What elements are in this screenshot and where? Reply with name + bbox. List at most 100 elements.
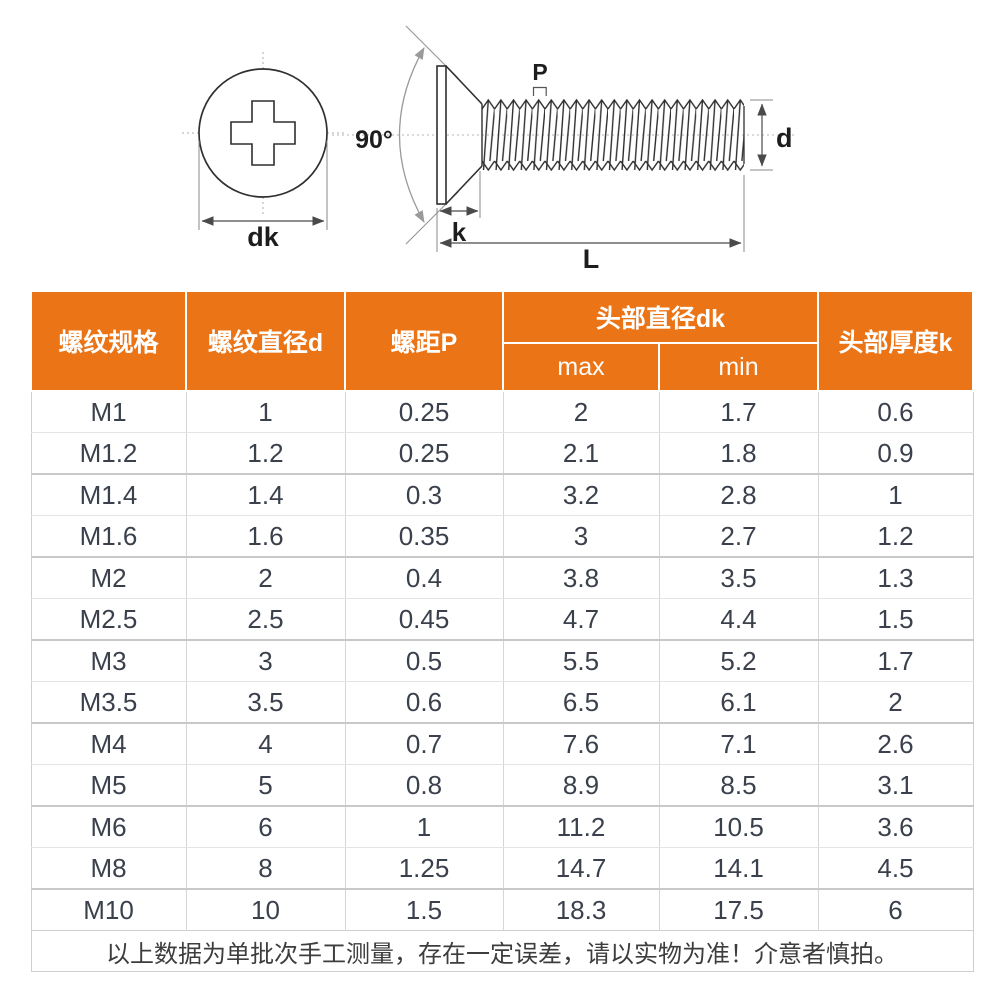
cell-min: 6.1 <box>658 681 818 724</box>
cell-spec: M5 <box>31 764 186 807</box>
table-row: M3 3 0.5 5.5 5.2 1.7 <box>31 640 973 682</box>
cell-max: 8.9 <box>502 764 659 807</box>
cell-d: 3 <box>185 640 345 682</box>
table-row: M10 10 1.5 18.3 17.5 6 <box>31 889 973 931</box>
cell-spec: M4 <box>31 723 186 765</box>
table-row: M4 4 0.7 7.6 7.1 2.6 <box>31 723 973 765</box>
cell-k: 1 <box>817 474 973 516</box>
head-cone-edge-bottom <box>445 165 483 205</box>
cell-d: 10 <box>185 889 345 931</box>
cell-d: 1 <box>185 391 345 433</box>
cell-min: 10.5 <box>658 806 818 848</box>
cell-k: 3.1 <box>817 764 973 807</box>
table-row: M1.6 1.6 0.35 3 2.7 1.2 <box>31 515 973 558</box>
cell-max: 3.8 <box>502 557 659 599</box>
cell-max: 18.3 <box>502 889 659 931</box>
head-outline-circle <box>198 68 328 198</box>
cell-k: 2 <box>817 681 973 724</box>
cell-min: 7.1 <box>658 723 818 765</box>
cell-k: 1.5 <box>817 598 973 641</box>
cell-spec: M2.5 <box>31 598 186 641</box>
header-thread-spec: 螺纹规格 <box>30 290 187 392</box>
cell-k: 2.6 <box>817 723 973 765</box>
table-body: M1 1 0.25 2 1.7 0.6 M1.2 1.2 0.25 2.1 1.… <box>31 391 973 931</box>
cell-p: 0.7 <box>344 723 503 765</box>
cell-d: 2 <box>185 557 345 599</box>
pitch-bracket <box>532 86 547 96</box>
cell-min: 1.7 <box>658 391 818 433</box>
cell-d: 1.4 <box>185 474 345 516</box>
cell-min: 2.8 <box>658 474 818 516</box>
angle-arc <box>398 47 425 223</box>
header-pitch: 螺距P <box>344 290 504 392</box>
cell-p: 0.25 <box>344 432 503 475</box>
screw-side-view: 90° P d k L <box>332 25 795 274</box>
l-dimension-label: L <box>583 244 600 274</box>
cell-min: 3.5 <box>658 557 818 599</box>
header-head-diameter: 头部直径dk <box>502 290 819 344</box>
cell-p: 1.25 <box>344 847 503 890</box>
header-min: min <box>658 342 819 392</box>
cell-k: 1.3 <box>817 557 973 599</box>
table-row: M3.5 3.5 0.6 6.5 6.1 2 <box>31 681 973 724</box>
table-row: M6 6 1 11.2 10.5 3.6 <box>31 806 973 848</box>
table-row: M2 2 0.4 3.8 3.5 1.3 <box>31 557 973 599</box>
cell-min: 14.1 <box>658 847 818 890</box>
pitch-label: P <box>532 59 547 85</box>
cell-spec: M2 <box>31 557 186 599</box>
cell-p: 0.25 <box>344 391 503 433</box>
table-row: M8 8 1.25 14.7 14.1 4.5 <box>31 847 973 890</box>
cell-spec: M1.6 <box>31 515 186 558</box>
screw-technical-drawing: dk 90° P d k L <box>182 25 795 274</box>
cell-d: 3.5 <box>185 681 345 724</box>
cell-k: 3.6 <box>817 806 973 848</box>
d-dimension-label: d <box>776 123 793 153</box>
phillips-cross-icon <box>230 100 296 166</box>
cell-k: 0.9 <box>817 432 973 475</box>
table-row: M1 1 0.25 2 1.7 0.6 <box>31 391 973 433</box>
header-head-thickness: 头部厚度k <box>817 290 974 392</box>
cell-p: 0.3 <box>344 474 503 516</box>
cell-spec: M1.2 <box>31 432 186 475</box>
header-thread-diameter: 螺纹直径d <box>185 290 346 392</box>
cell-min: 8.5 <box>658 764 818 807</box>
cell-max: 6.5 <box>502 681 659 724</box>
cell-max: 3 <box>502 515 659 558</box>
cell-max: 2 <box>502 391 659 433</box>
screw-head-top-view: dk <box>182 52 344 252</box>
header-max: max <box>502 342 660 392</box>
screw-spec-table: 螺纹规格 螺纹直径d 螺距P 头部直径dk 头部厚度k max min M1 1… <box>30 290 974 972</box>
cell-spec: M3 <box>31 640 186 682</box>
cell-max: 2.1 <box>502 432 659 475</box>
cell-p: 0.45 <box>344 598 503 641</box>
cell-d: 2.5 <box>185 598 345 641</box>
table-row: M2.5 2.5 0.45 4.7 4.4 1.5 <box>31 598 973 641</box>
cell-spec: M3.5 <box>31 681 186 724</box>
table-row: M1.4 1.4 0.3 3.2 2.8 1 <box>31 474 973 516</box>
cell-k: 0.6 <box>817 391 973 433</box>
head-cone-edge-top <box>445 65 483 105</box>
cell-d: 6 <box>185 806 345 848</box>
cell-d: 1.2 <box>185 432 345 475</box>
cell-spec: M10 <box>31 889 186 931</box>
table-row: M1.2 1.2 0.25 2.1 1.8 0.9 <box>31 432 973 475</box>
cell-p: 1 <box>344 806 503 848</box>
cell-max: 5.5 <box>502 640 659 682</box>
cell-min: 17.5 <box>658 889 818 931</box>
cell-spec: M6 <box>31 806 186 848</box>
cell-max: 11.2 <box>502 806 659 848</box>
dk-dimension-label: dk <box>247 222 279 252</box>
cell-min: 1.8 <box>658 432 818 475</box>
head-flat-face <box>436 65 447 205</box>
cell-k: 4.5 <box>817 847 973 890</box>
cell-k: 1.2 <box>817 515 973 558</box>
table-footer: 以上数据为单批次手工测量，存在一定误差，请以实物为准！介意者慎拍。 <box>31 930 973 972</box>
cell-k: 1.7 <box>817 640 973 682</box>
thread <box>482 98 744 172</box>
cell-d: 1.6 <box>185 515 345 558</box>
cell-spec: M1 <box>31 391 186 433</box>
cell-min: 4.4 <box>658 598 818 641</box>
cell-spec: M1.4 <box>31 474 186 516</box>
cell-max: 14.7 <box>502 847 659 890</box>
cell-max: 3.2 <box>502 474 659 516</box>
